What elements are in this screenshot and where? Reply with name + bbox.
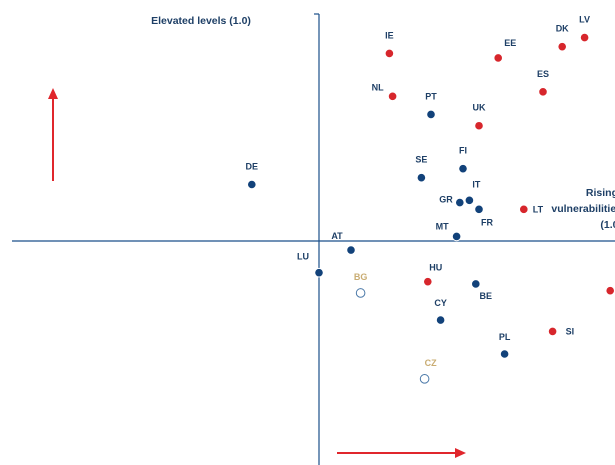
label-se: SE bbox=[415, 155, 427, 165]
label-at: AT bbox=[331, 231, 343, 241]
right-arrow-head bbox=[455, 448, 466, 458]
point-pl bbox=[499, 349, 510, 359]
point-bg bbox=[355, 288, 366, 298]
point-at bbox=[346, 245, 356, 255]
label-lu: LU bbox=[297, 252, 309, 262]
label-cy: CY bbox=[434, 298, 447, 308]
label-bg: BG bbox=[354, 272, 368, 282]
point-lu bbox=[314, 267, 324, 278]
label-it: IT bbox=[472, 179, 481, 189]
up-arrow-head bbox=[48, 88, 58, 99]
x-axis-title-line-2: vulnerabilities bbox=[551, 203, 615, 215]
x-axis-title-line-3: (1.0) bbox=[600, 219, 615, 231]
axis-titles: Elevated levels (1.0) Rising vulnerabili… bbox=[151, 15, 615, 231]
x-axis-title-line-1: Rising bbox=[586, 187, 615, 199]
point-se bbox=[416, 172, 427, 183]
label-lv: LV bbox=[579, 15, 590, 25]
point-gr bbox=[455, 197, 465, 208]
label-es: ES bbox=[537, 69, 549, 79]
label-si: SI bbox=[566, 326, 575, 336]
label-pl: PL bbox=[499, 332, 511, 342]
point-mt bbox=[451, 231, 462, 242]
point-ee bbox=[493, 53, 504, 63]
label-fi: FI bbox=[459, 146, 467, 156]
label-lt: LT bbox=[533, 204, 544, 214]
point-cy bbox=[435, 315, 446, 325]
data-labels: LV DK EE IE ES NL PT UK FI SE DE IT GR FR LT MT AT LU BG HU… bbox=[246, 15, 590, 368]
label-mt: MT bbox=[436, 221, 449, 231]
label-cz: CZ bbox=[425, 358, 437, 368]
point-lt bbox=[519, 204, 529, 215]
point-pt bbox=[426, 109, 436, 120]
point-fi bbox=[458, 163, 468, 174]
point-hu bbox=[423, 276, 433, 287]
point-nl bbox=[387, 91, 398, 102]
point-lv bbox=[579, 32, 590, 43]
point-de bbox=[247, 179, 257, 190]
point-be bbox=[471, 279, 481, 289]
point-uk bbox=[474, 120, 484, 131]
label-hu: HU bbox=[429, 263, 442, 273]
label-dk: DK bbox=[556, 24, 569, 34]
axes bbox=[12, 13, 615, 465]
point-es bbox=[538, 87, 548, 97]
label-be: BE bbox=[480, 291, 493, 301]
point-sk bbox=[605, 285, 615, 296]
point-dk bbox=[557, 41, 568, 52]
y-axis-title: Elevated levels (1.0) bbox=[151, 15, 251, 27]
label-gr: GR bbox=[439, 195, 453, 205]
point-it bbox=[464, 195, 475, 206]
label-nl: NL bbox=[372, 82, 384, 92]
label-ie: IE bbox=[385, 30, 394, 40]
direction-arrows bbox=[48, 88, 466, 458]
point-cz bbox=[419, 374, 430, 384]
label-pt: PT bbox=[425, 91, 437, 101]
point-fr bbox=[474, 204, 484, 215]
label-uk: UK bbox=[473, 103, 486, 113]
label-ee: EE bbox=[504, 38, 516, 48]
point-ie bbox=[384, 48, 395, 59]
label-de: DE bbox=[246, 162, 259, 172]
point-si bbox=[547, 326, 558, 337]
data-points bbox=[247, 32, 615, 384]
label-fr: FR bbox=[481, 217, 493, 227]
